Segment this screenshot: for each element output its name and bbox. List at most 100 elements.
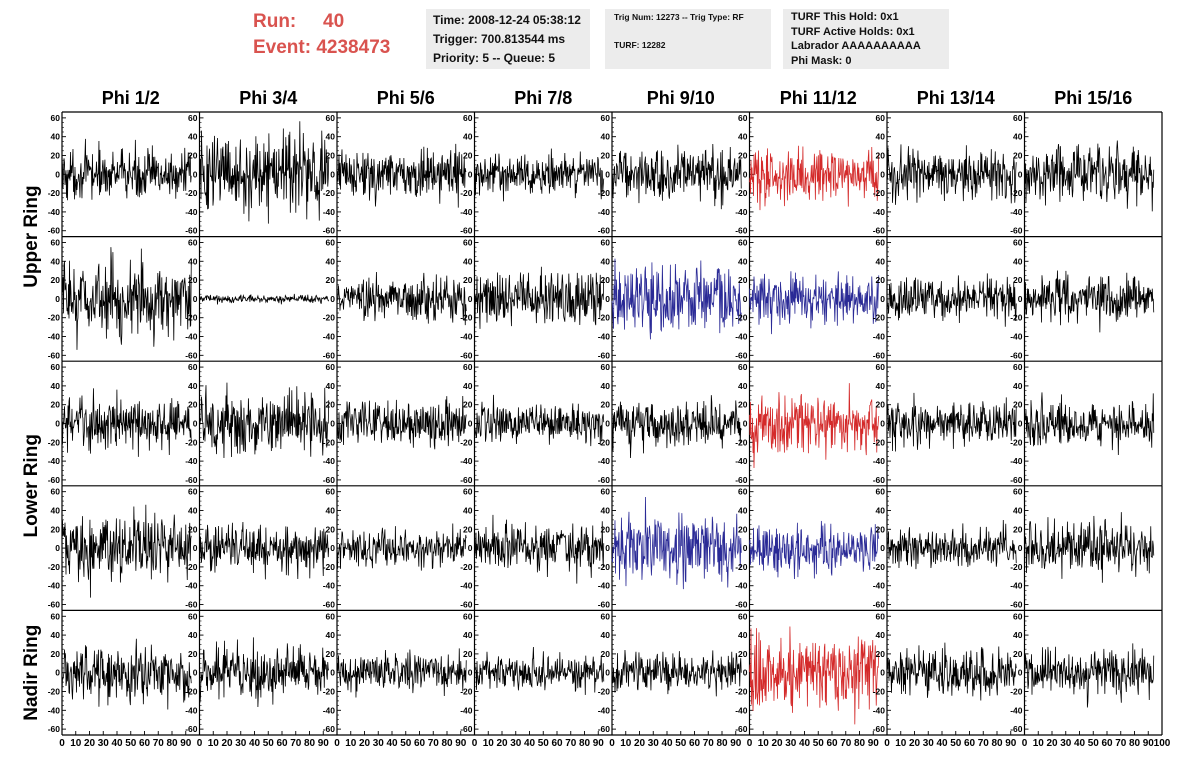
waveform-trace xyxy=(474,394,605,447)
y-tick-label: 20 xyxy=(51,400,61,410)
y-tick-label: -20 xyxy=(323,188,336,198)
y-tick-label: 0 xyxy=(468,668,473,678)
y-tick-label: -60 xyxy=(735,475,748,485)
y-tick-label: 60 xyxy=(738,113,748,123)
y-tick-label: 0 xyxy=(193,668,198,678)
y-tick-label: 60 xyxy=(876,113,886,123)
waveform-trace xyxy=(749,520,880,579)
y-tick-label: -60 xyxy=(48,724,61,734)
y-tick-label: -40 xyxy=(323,581,336,591)
x-tick-label: 40 xyxy=(524,738,536,749)
y-tick-label: -20 xyxy=(323,313,336,323)
x-tick-label: 70 xyxy=(840,738,852,749)
y-tick-label: 20 xyxy=(463,649,473,659)
waveform-trace xyxy=(611,258,742,340)
y-tick-label: 60 xyxy=(876,362,886,372)
x-tick-label: 20 xyxy=(221,738,233,749)
y-tick-label: -20 xyxy=(735,562,748,572)
x-tick-label: 80 xyxy=(854,738,866,749)
y-tick-label: 60 xyxy=(601,237,611,247)
waveform-trace xyxy=(611,496,742,590)
y-tick-label: -60 xyxy=(48,475,61,485)
y-tick-label: 20 xyxy=(1013,400,1023,410)
y-tick-label: -20 xyxy=(1010,562,1023,572)
waveform-trace xyxy=(1024,270,1155,333)
waveform-trace xyxy=(886,273,1017,327)
x-tick-label: 0 xyxy=(334,738,340,749)
x-tick-label: 80 xyxy=(304,738,316,749)
y-tick-label: 40 xyxy=(876,505,886,515)
y-tick-label: 40 xyxy=(876,256,886,266)
waveform-trace xyxy=(336,271,467,326)
y-tick-label: -20 xyxy=(323,687,336,697)
phi-mask-text: Phi Mask: 0 xyxy=(791,54,852,67)
y-tick-label: -20 xyxy=(1010,313,1023,323)
y-tick-label: 20 xyxy=(601,400,611,410)
x-tick-label: 10 xyxy=(895,738,907,749)
y-tick-label: -20 xyxy=(1010,687,1023,697)
waveform-trace xyxy=(61,638,192,710)
y-tick-label: -60 xyxy=(873,475,886,485)
y-tick-label: -40 xyxy=(460,207,473,217)
y-tick-label: 20 xyxy=(188,649,198,659)
x-tick-label: 10 xyxy=(208,738,220,749)
y-tick-label: -40 xyxy=(48,456,61,466)
y-tick-label: 20 xyxy=(1013,150,1023,160)
x-tick-label: 70 xyxy=(978,738,990,749)
y-tick-label: 40 xyxy=(326,256,336,266)
x-tick-label: 40 xyxy=(1074,738,1086,749)
y-tick-label: -40 xyxy=(185,207,198,217)
y-tick-label: 0 xyxy=(55,169,60,179)
waveform-trace xyxy=(474,646,605,695)
y-tick-label: 60 xyxy=(51,362,61,372)
y-tick-label: -20 xyxy=(598,313,611,323)
y-tick-label: 20 xyxy=(601,649,611,659)
x-tick-label: 90 xyxy=(593,738,605,749)
x-tick-label: 60 xyxy=(276,738,288,749)
y-tick-label: 0 xyxy=(743,419,748,429)
y-tick-label: 20 xyxy=(1013,524,1023,534)
y-tick-label: -60 xyxy=(185,226,198,236)
labrador-text: Labrador AAAAAAAAAA xyxy=(791,40,921,52)
x-tick-label: 50 xyxy=(813,738,825,749)
y-tick-label: 20 xyxy=(738,400,748,410)
x-tick-label: 10 xyxy=(1033,738,1045,749)
waveform-trace xyxy=(1024,392,1155,455)
y-tick-label: -20 xyxy=(48,562,61,572)
y-tick-label: 0 xyxy=(330,668,335,678)
y-tick-label: -40 xyxy=(735,207,748,217)
y-tick-label: 60 xyxy=(876,487,886,497)
y-tick-label: 40 xyxy=(51,256,61,266)
y-tick-label: 20 xyxy=(876,649,886,659)
y-tick-label: -40 xyxy=(735,456,748,466)
x-tick-label: 60 xyxy=(139,738,151,749)
x-tick-label: 0 xyxy=(59,738,65,749)
y-tick-label: -20 xyxy=(48,437,61,447)
y-tick-label: 0 xyxy=(880,543,885,553)
y-tick-label: -60 xyxy=(185,350,198,360)
x-tick-label: 80 xyxy=(166,738,178,749)
x-tick-label: 30 xyxy=(235,738,247,749)
y-tick-label: -40 xyxy=(873,705,886,715)
y-tick-label: -40 xyxy=(185,705,198,715)
y-tick-label: 40 xyxy=(876,630,886,640)
y-tick-label: 60 xyxy=(1013,113,1023,123)
y-tick-label: -40 xyxy=(1010,456,1023,466)
y-tick-label: -40 xyxy=(1010,705,1023,715)
y-tick-label: 0 xyxy=(605,668,610,678)
x-tick-label: 40 xyxy=(111,738,123,749)
y-tick-label: 0 xyxy=(193,169,198,179)
x-tick-label: 90 xyxy=(868,738,880,749)
y-tick-label: 20 xyxy=(326,150,336,160)
y-tick-label: 20 xyxy=(738,524,748,534)
x-tick-label: 0 xyxy=(747,738,753,749)
y-tick-label: 60 xyxy=(463,611,473,621)
y-tick-label: 0 xyxy=(330,294,335,304)
y-tick-label: 20 xyxy=(601,150,611,160)
y-tick-label: -40 xyxy=(323,207,336,217)
y-tick-label: 0 xyxy=(743,169,748,179)
y-tick-label: 0 xyxy=(55,668,60,678)
column-header-phi: Phi 3/4 xyxy=(239,88,297,108)
y-tick-label: 20 xyxy=(326,400,336,410)
y-tick-label: -60 xyxy=(873,350,886,360)
